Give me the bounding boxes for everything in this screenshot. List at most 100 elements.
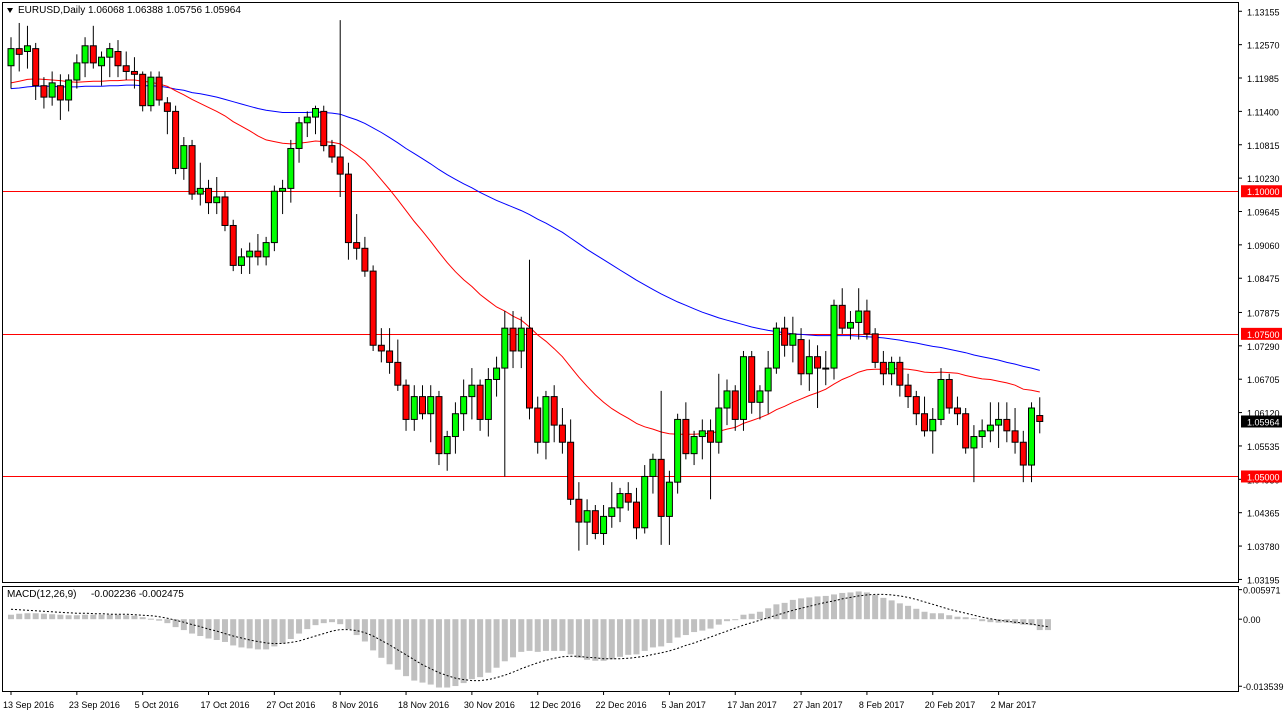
candle-body-42 bbox=[353, 242, 361, 249]
macd-bar-25 bbox=[213, 619, 220, 640]
macd-bar-84 bbox=[699, 619, 706, 631]
candle-body-80 bbox=[665, 481, 673, 517]
candle-body-18 bbox=[155, 76, 163, 101]
candle-56 bbox=[468, 368, 476, 420]
candle-body-41 bbox=[344, 173, 352, 244]
candle-body-90 bbox=[748, 356, 756, 403]
macd-bar-85 bbox=[707, 619, 714, 629]
candle-body-11 bbox=[98, 56, 106, 67]
candle-2 bbox=[23, 25, 31, 69]
time-tick-label-0: 13 Sep 2016 bbox=[3, 700, 54, 710]
collapse-triangle-icon[interactable] bbox=[7, 8, 13, 13]
time-tick-label-1: 23 Sep 2016 bbox=[69, 700, 120, 710]
candle-3 bbox=[32, 42, 40, 100]
candle-23 bbox=[196, 162, 204, 206]
candle-92 bbox=[764, 350, 772, 414]
macd-panel bbox=[2, 586, 1239, 692]
candle-body-72 bbox=[600, 515, 608, 535]
macd-bar-48 bbox=[403, 619, 410, 677]
macd-bar-26 bbox=[221, 619, 228, 642]
macd-bar-2 bbox=[24, 613, 31, 620]
candle-body-85 bbox=[707, 430, 715, 443]
candle-116 bbox=[962, 408, 970, 454]
candle-body-26 bbox=[221, 196, 229, 226]
candle-body-52 bbox=[435, 396, 443, 455]
candle-body-88 bbox=[731, 390, 739, 420]
candle-40 bbox=[336, 20, 344, 197]
candle-body-5 bbox=[48, 82, 56, 98]
candle-body-99 bbox=[822, 367, 830, 370]
candle-121 bbox=[1003, 402, 1011, 443]
macd-bar-117 bbox=[970, 618, 977, 620]
macd-bar-50 bbox=[419, 619, 426, 683]
time-tick-label-7: 30 Nov 2016 bbox=[464, 700, 515, 710]
candle-body-86 bbox=[715, 407, 723, 443]
macd-bar-43 bbox=[361, 619, 368, 642]
macd-bar-122 bbox=[1012, 619, 1019, 624]
macd-bar-24 bbox=[205, 619, 212, 639]
candle-46 bbox=[386, 328, 394, 374]
candle-body-93 bbox=[772, 327, 780, 369]
candle-28 bbox=[237, 248, 245, 274]
candle-5 bbox=[48, 71, 56, 106]
candle-body-67 bbox=[558, 424, 566, 443]
macd-bar-116 bbox=[962, 617, 969, 620]
macd-bar-91 bbox=[756, 611, 763, 620]
candle-body-45 bbox=[377, 344, 385, 352]
macd-bar-64 bbox=[534, 619, 541, 652]
candle-body-15 bbox=[130, 70, 138, 75]
macd-bar-100 bbox=[831, 594, 837, 620]
candle-118 bbox=[978, 419, 986, 448]
candle-body-97 bbox=[805, 356, 813, 375]
candle-body-104 bbox=[863, 310, 871, 335]
candle-body-109 bbox=[904, 384, 912, 398]
candle-12 bbox=[106, 42, 114, 78]
macd-bar-23 bbox=[197, 619, 204, 637]
price-tick-label-0: 1.13155 bbox=[1247, 7, 1280, 17]
macd-bar-32 bbox=[271, 619, 278, 647]
macd-tick-label-2: -0.013539 bbox=[1243, 682, 1284, 692]
candle-body-117 bbox=[970, 436, 978, 449]
price-tick-label-15: 1.04365 bbox=[1247, 509, 1280, 519]
candle-43 bbox=[361, 236, 369, 277]
price-tick-label-7: 1.09060 bbox=[1247, 241, 1280, 251]
candle-78 bbox=[649, 453, 657, 494]
price-tick-label-12: 1.06120 bbox=[1247, 409, 1280, 419]
macd-bar-39 bbox=[328, 619, 335, 623]
macd-bar-30 bbox=[254, 619, 261, 650]
candle-94 bbox=[781, 316, 789, 357]
candle-97 bbox=[805, 339, 813, 391]
candle-body-81 bbox=[674, 418, 682, 483]
candle-body-7 bbox=[65, 79, 73, 101]
candle-body-3 bbox=[32, 48, 40, 87]
candle-body-107 bbox=[888, 361, 896, 375]
candle-57 bbox=[476, 379, 484, 431]
macd-bar-45 bbox=[378, 619, 385, 658]
macd-bar-61 bbox=[510, 619, 517, 658]
candle-64 bbox=[534, 396, 542, 454]
candle-73 bbox=[608, 482, 616, 528]
candle-body-102 bbox=[846, 321, 854, 329]
macd-bar-31 bbox=[263, 619, 270, 650]
candle-4 bbox=[40, 77, 48, 109]
time-tick-label-6: 18 Nov 2016 bbox=[398, 700, 449, 710]
macd-bar-66 bbox=[551, 619, 558, 651]
macd-bar-72 bbox=[600, 619, 607, 661]
macd-bar-22 bbox=[189, 619, 196, 634]
candle-body-48 bbox=[402, 384, 410, 420]
candle-body-106 bbox=[879, 361, 887, 375]
candle-38 bbox=[320, 105, 328, 152]
candle-90 bbox=[748, 350, 756, 414]
macd-title: MACD(12,26,9) bbox=[7, 589, 76, 600]
candle-body-2 bbox=[23, 45, 31, 52]
macd-bar-95 bbox=[789, 599, 796, 620]
macd-bar-88 bbox=[732, 619, 739, 621]
macd-bar-83 bbox=[691, 619, 698, 633]
candle-113 bbox=[937, 368, 945, 426]
candle-body-50 bbox=[419, 396, 426, 415]
candle-83 bbox=[690, 430, 698, 466]
candle-87 bbox=[723, 379, 731, 426]
candle-body-59 bbox=[493, 367, 501, 380]
